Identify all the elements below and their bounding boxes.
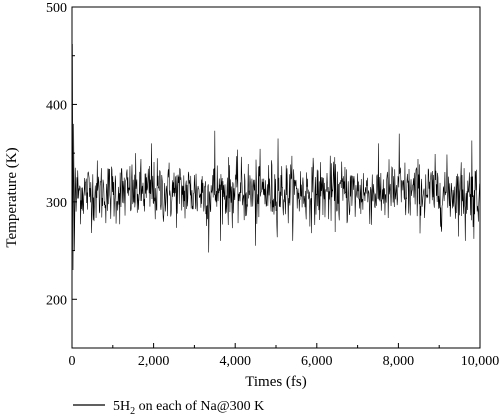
x-tick-label: 10,000 bbox=[461, 354, 500, 369]
y-axis: 200 300 400 500 bbox=[46, 1, 77, 308]
x-axis: 0 2,000 4,000 6,000 8,000 10,000 bbox=[69, 343, 500, 369]
x-tick-label: 8,000 bbox=[383, 354, 415, 369]
x-tick-label: 6,000 bbox=[301, 354, 333, 369]
x-tick-label: 4,000 bbox=[219, 354, 251, 369]
x-axis-title: Times (fs) bbox=[245, 374, 307, 390]
legend-label-suffix: on each of Na@300 K bbox=[135, 399, 264, 414]
x-tick-label: 0 bbox=[69, 354, 76, 369]
x-tick-label: 2,000 bbox=[138, 354, 170, 369]
y-tick-label: 500 bbox=[46, 1, 67, 16]
legend-label-subscript: 2 bbox=[130, 406, 135, 417]
legend: 5H2 on each of Na@300 K bbox=[73, 399, 264, 417]
y-axis-title: Temperature (K) bbox=[4, 147, 20, 247]
y-tick-label: 400 bbox=[46, 98, 67, 113]
legend-label-prefix: 5H bbox=[113, 399, 130, 414]
y-tick-label: 300 bbox=[46, 196, 67, 211]
series-layer bbox=[71, 44, 481, 271]
legend-label: 5H2 on each of Na@300 K bbox=[113, 399, 264, 417]
y-tick-label: 200 bbox=[46, 293, 67, 308]
series-line-temperature bbox=[71, 44, 481, 271]
